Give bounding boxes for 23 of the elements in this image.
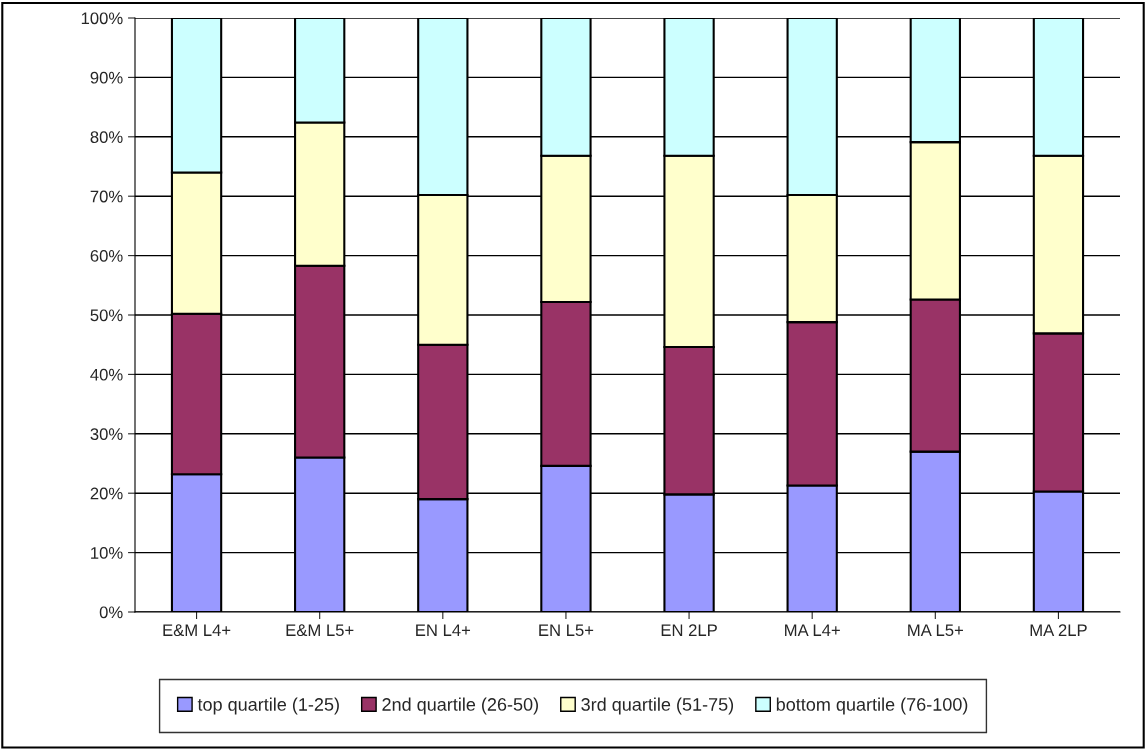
y-tick-label: 50% [90, 309, 123, 322]
x-tick-label: E&M L4+ [163, 624, 231, 637]
y-tick-label: 20% [90, 487, 123, 500]
y-tick-label: 0% [99, 606, 123, 619]
y-tick-label: 80% [90, 131, 123, 143]
y-tick-label: 60% [90, 250, 123, 262]
x-tick-label: EN 2LP [661, 624, 717, 636]
x-tick-label: E&M L5+ [286, 624, 354, 637]
y-tick-label: 70% [90, 190, 123, 203]
y-tick-label: 30% [90, 428, 123, 440]
x-tick-label: MA L4+ [785, 624, 840, 636]
y-tick-label: 100% [81, 12, 123, 25]
y-tick-label: 10% [91, 547, 123, 559]
y-tick-label: 40% [90, 368, 123, 381]
x-tick-label: EN L4+ [416, 624, 471, 636]
x-tick-label: MA L5+ [908, 624, 963, 637]
x-tick-label: MA 2LP [1030, 624, 1087, 636]
x-tick-label: EN L5+ [539, 624, 594, 637]
legend-label: 3rd quartile (51-75) [581, 697, 734, 715]
legend-label: bottom quartile (76-100) [776, 697, 968, 715]
legend-label: 2nd quartile (26-50) [382, 697, 538, 715]
legend-label: top quartile (1-25) [197, 697, 339, 715]
y-tick-label: 90% [90, 71, 123, 84]
